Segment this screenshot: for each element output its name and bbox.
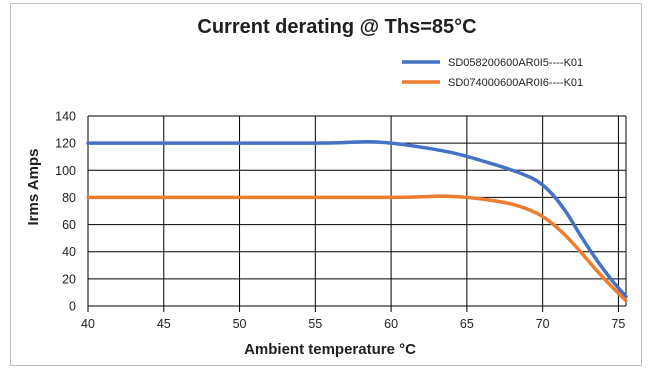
y-tick-label: 120 (55, 137, 76, 151)
y-axis-title: Irms Amps (25, 149, 42, 226)
x-tick-label: 60 (384, 317, 398, 331)
x-tick-label: 70 (536, 317, 550, 331)
y-tick-label: 60 (62, 218, 76, 232)
x-tick-label: 55 (308, 317, 322, 331)
chart-border (10, 3, 642, 366)
y-tick-label: 140 (55, 110, 76, 124)
x-tick-label: 65 (460, 317, 474, 331)
y-tick-label: 40 (62, 245, 76, 259)
series-line-0 (86, 140, 628, 299)
x-axis-title: Ambient temperature °C (244, 341, 416, 358)
series-line-1 (86, 194, 628, 303)
x-tick-label: 75 (611, 317, 625, 331)
legend: SD058200600AR0I5----K01 SD074000600AR0I6… (402, 57, 583, 89)
x-tick-label: 40 (81, 317, 95, 331)
tick-labels: 0 20 40 60 80 100 120 140 40 45 50 55 60 65 70 75 (55, 110, 625, 332)
x-tick-label: 50 (233, 317, 247, 331)
y-tick-label: 20 (62, 272, 76, 286)
x-tick-label: 45 (157, 317, 171, 331)
legend-label-0: SD058200600AR0I5----K01 (448, 57, 583, 69)
y-tick-label: 80 (62, 191, 76, 205)
chart-title: Current derating @ Ths=85°C (197, 16, 476, 38)
y-tick-label: 100 (55, 164, 76, 178)
series-lines (86, 140, 628, 303)
y-tick-label: 0 (69, 300, 76, 314)
legend-label-1: SD074000600AR0I6----K01 (448, 77, 583, 89)
